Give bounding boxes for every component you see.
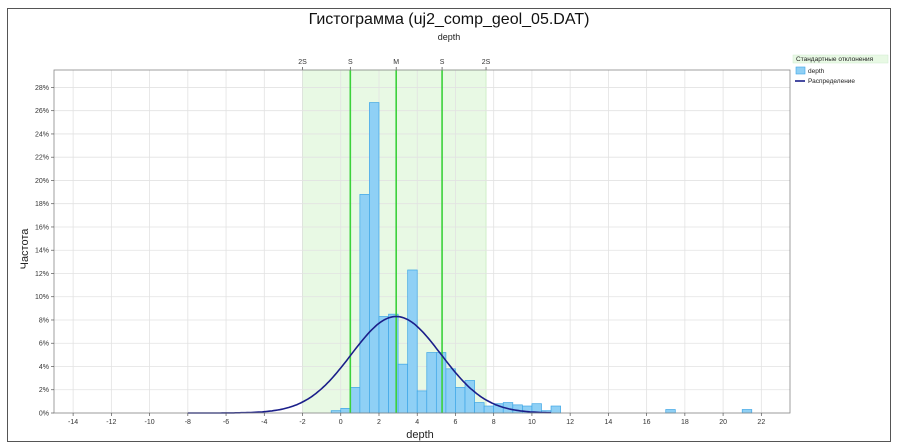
x-tick-label: 6: [454, 419, 458, 426]
x-tick-label: -6: [223, 419, 229, 426]
y-tick-label: 26%: [35, 108, 49, 115]
histogram-bar: [359, 194, 370, 414]
std-dev-label: M: [393, 59, 399, 66]
legend-std-dev-swatch: [792, 54, 889, 64]
histogram-bar: [340, 407, 351, 414]
x-tick-label: 2: [377, 419, 381, 426]
plot-area-border: [53, 69, 791, 414]
y-tick-label: 10%: [35, 294, 49, 301]
std-dev-label: S: [440, 59, 445, 66]
y-tick-label: 22%: [35, 155, 49, 162]
y-tick-label: 12%: [35, 271, 49, 278]
x-tick-label: -12: [106, 419, 116, 426]
x-tick-label: 10: [528, 419, 536, 426]
x-tick-label: 22: [757, 419, 765, 426]
histogram-bar: [512, 404, 523, 414]
x-tick-label: 0: [339, 419, 343, 426]
x-tick-label: -14: [68, 419, 78, 426]
x-tick-label: -8: [185, 419, 191, 426]
y-tick-label: 8%: [39, 317, 49, 324]
x-tick-label: 12: [566, 419, 574, 426]
histogram-bar: [426, 352, 437, 414]
std-dev-label: 2S: [482, 59, 491, 66]
y-tick-label: 0%: [39, 411, 49, 418]
y-tick-label: 20%: [35, 178, 49, 185]
x-tick-label: -4: [261, 419, 267, 426]
std-dev-label: S: [348, 59, 353, 66]
histogram-bar: [397, 363, 409, 414]
histogram-bar: [550, 405, 561, 414]
x-tick-label: -10: [145, 419, 155, 426]
chart-title: Гистограмма (uj2_comp_geol_05.DAT): [308, 11, 590, 28]
x-tick-label: 20: [719, 419, 727, 426]
x-tick-label: 4: [415, 419, 419, 426]
x-tick-label: -2: [299, 419, 305, 426]
y-axis-label: Частота: [19, 228, 31, 270]
histogram-bar: [416, 390, 428, 414]
plot-layer: 2S S M S 2S -14 -12 -10 -8 -6 -4 -2 0 2 4 6 8 10 12 14 16 18 2…: [35, 59, 791, 426]
histogram-bar: [378, 316, 389, 414]
y-tick-label: 16%: [35, 224, 49, 231]
distribution-curve: [187, 315, 551, 414]
chart-subtitle: depth: [437, 32, 461, 42]
y-tick-label: 14%: [35, 248, 49, 255]
histogram-bar: [435, 352, 447, 414]
y-tick-label: 6%: [39, 341, 49, 348]
x-tick-label: 14: [604, 419, 612, 426]
histogram-bar: [474, 402, 485, 414]
y-tick-label: 28%: [35, 85, 49, 92]
x-axis-label: depth: [406, 429, 434, 441]
legend-depth-label: depth: [808, 68, 825, 75]
histogram-bar: [665, 409, 676, 414]
y-tick-label: 2%: [39, 387, 49, 394]
legend: Стандартные отклонения depth Распределение: [792, 54, 889, 85]
x-tick-label: 8: [492, 419, 496, 426]
chart-frame: Гистограмма (uj2_comp_geol_05.DAT) depth…: [7, 8, 891, 442]
legend-std-dev-label: Стандартные отклонения: [796, 56, 874, 63]
histogram-bar: [369, 102, 380, 414]
y-tick-label: 4%: [39, 364, 49, 371]
legend-depth-swatch: [795, 66, 806, 75]
histogram-bar: [455, 387, 466, 414]
histogram-bar: [445, 368, 456, 414]
histogram-plot: 2S S M S 2S -14 -12 -10 -8 -6 -4 -2 0 2 4 6 8 10 12 14 16 18 2…: [19, 54, 889, 441]
y-tick-label: 18%: [35, 201, 49, 208]
histogram-bar: [741, 409, 753, 414]
std-dev-label: 2S: [298, 59, 307, 66]
x-tick-label: 18: [681, 419, 689, 426]
y-tick-label: 24%: [35, 131, 49, 138]
histogram-bar: [407, 269, 418, 414]
x-tick-label: 16: [643, 419, 651, 426]
histogram-bar: [483, 405, 495, 414]
histogram-bar: [349, 387, 361, 414]
legend-distribution-label: Распределение: [808, 78, 855, 85]
